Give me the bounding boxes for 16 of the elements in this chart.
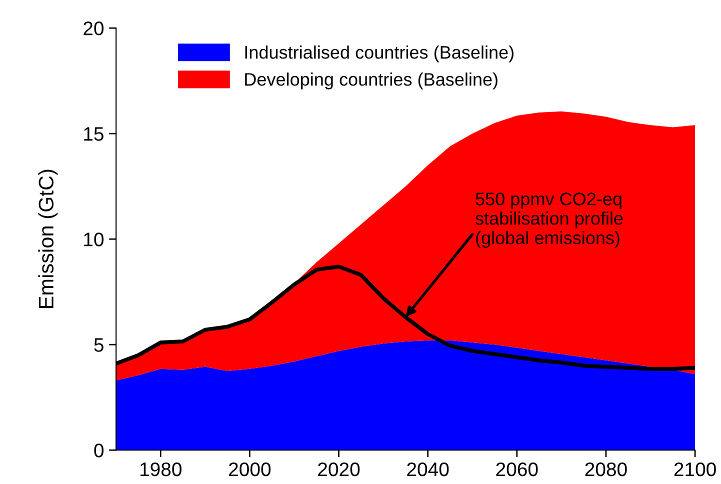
x-tick-label: 1980 [140, 462, 182, 476]
y-tick-label: 15 [84, 127, 104, 141]
x-tick-label: 2040 [407, 462, 449, 476]
y-tick-label: 5 [94, 338, 104, 352]
y-tick-label: 10 [84, 232, 104, 246]
x-tick-label: 2020 [318, 462, 360, 476]
y-tick-label: 0 [94, 444, 104, 458]
legend-label: Industrialised countries (Baseline) [245, 46, 514, 62]
y-axis-title: Emission (GtC) [38, 170, 58, 308]
x-tick-label: 2080 [585, 462, 627, 476]
x-tick-label: 2060 [496, 462, 538, 476]
y-tick-label: 20 [84, 22, 104, 36]
x-tick-label: 2000 [229, 462, 271, 476]
annotation: 550 ppmv CO2-eq stabilisation profile (global emissions) [476, 192, 623, 248]
legend-label: Developing countries (Baseline) [245, 72, 498, 90]
x-tick-label: 2100 [674, 462, 716, 476]
